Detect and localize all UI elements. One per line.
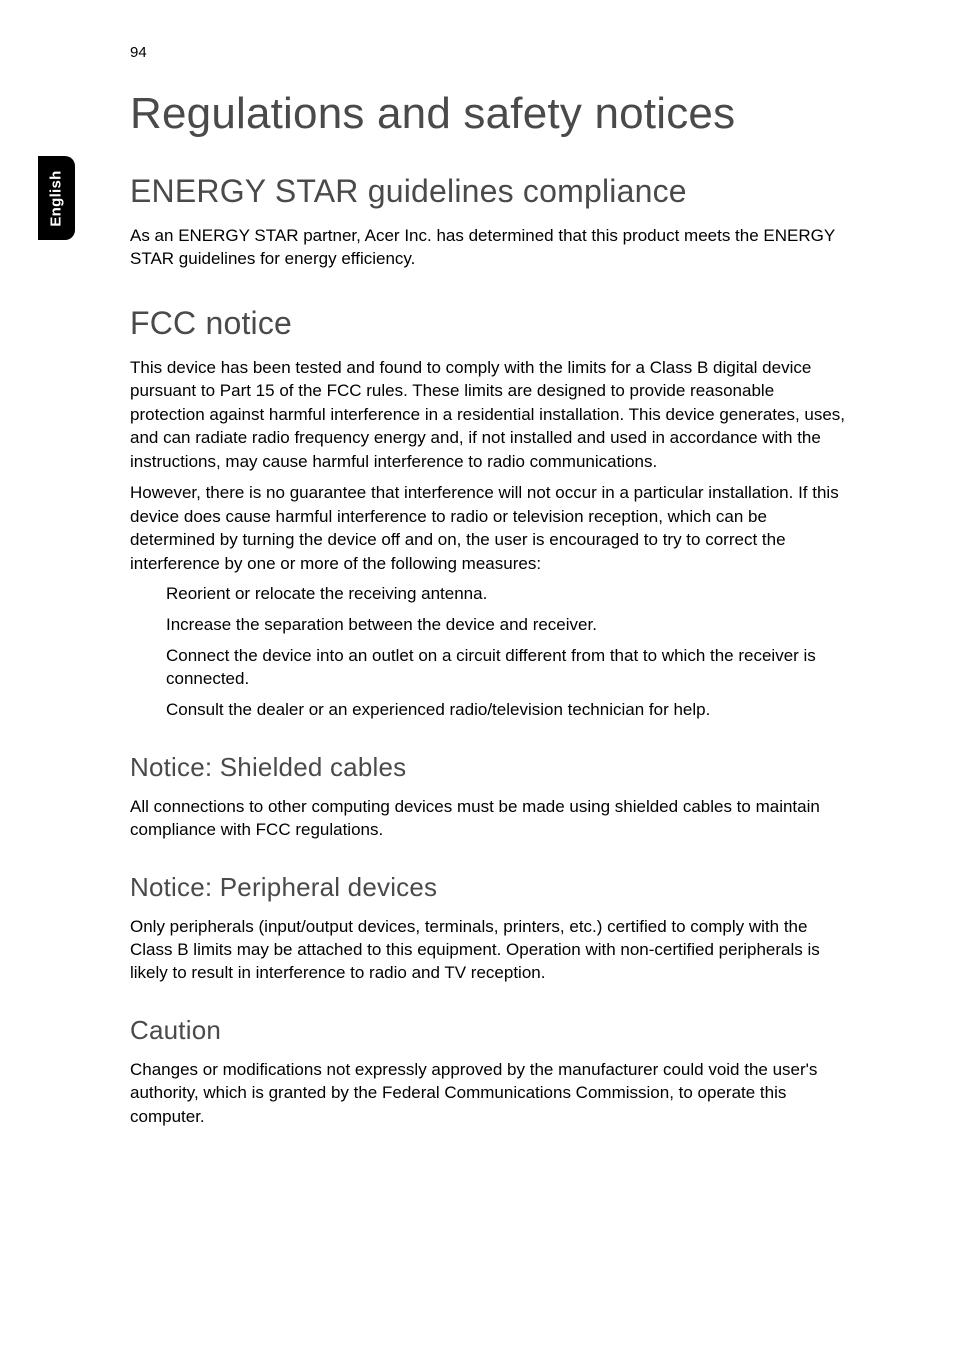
body-paragraph: Changes or modifications not expressly a… [130, 1058, 848, 1128]
document-page: English 94 Regulations and safety notice… [0, 0, 954, 1369]
subsection-heading-peripheral-devices: Notice: Peripheral devices [130, 872, 848, 903]
subsection-heading-caution: Caution [130, 1015, 848, 1046]
subsection-heading-shielded-cables: Notice: Shielded cables [130, 752, 848, 783]
section-heading-energy-star: ENERGY STAR guidelines compliance [130, 173, 848, 210]
bullet-item: Consult the dealer or an experienced rad… [166, 699, 848, 722]
bullet-item: Increase the separation between the devi… [166, 614, 848, 637]
bullet-item: Reorient or relocate the receiving anten… [166, 583, 848, 606]
body-paragraph: This device has been tested and found to… [130, 356, 848, 473]
bullet-item: Connect the device into an outlet on a c… [166, 645, 848, 691]
body-paragraph: As an ENERGY STAR partner, Acer Inc. has… [130, 224, 848, 271]
language-label: English [48, 170, 65, 226]
page-number: 94 [130, 44, 848, 61]
body-paragraph: However, there is no guarantee that inte… [130, 481, 848, 575]
page-title: Regulations and safety notices [130, 89, 848, 139]
bullet-list: Reorient or relocate the receiving anten… [130, 583, 848, 722]
language-side-tab: English [38, 156, 75, 240]
body-paragraph: All connections to other computing devic… [130, 795, 848, 842]
section-heading-fcc: FCC notice [130, 305, 848, 342]
body-paragraph: Only peripherals (input/output devices, … [130, 915, 848, 985]
